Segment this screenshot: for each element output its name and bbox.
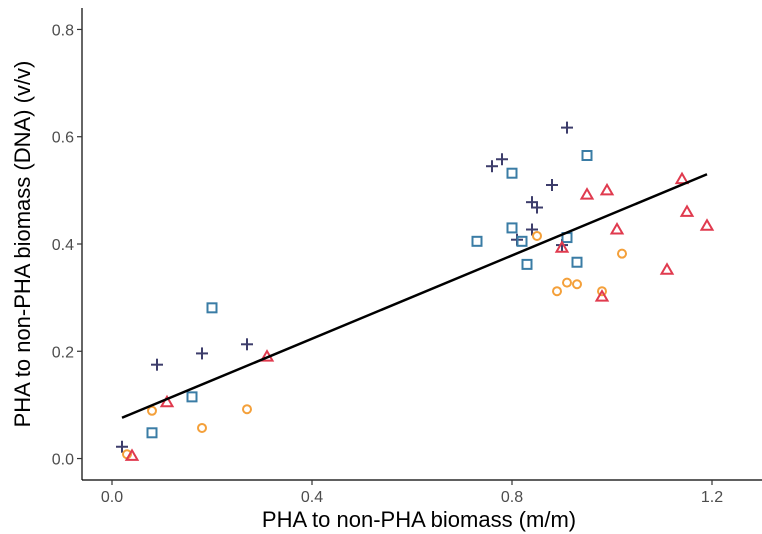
data-point-triangle <box>599 182 615 196</box>
data-point-plus <box>116 440 128 453</box>
y-tick-label: 0.4 <box>52 237 74 254</box>
data-point-square <box>506 167 518 179</box>
data-point-circle <box>197 422 207 433</box>
data-point-square <box>206 302 218 314</box>
x-tick-label: 0.4 <box>301 489 323 506</box>
data-point-plus <box>526 223 538 236</box>
data-point-plus <box>151 358 163 371</box>
y-tick-label: 0.8 <box>52 22 74 39</box>
y-axis-ticks: 0.0 0.2 0.4 0.6 0.8 <box>52 22 82 469</box>
x-axis-ticks: 0.0 0.4 0.8 1.2 <box>101 480 723 506</box>
data-point-triangle <box>594 289 610 302</box>
data-point-square <box>571 256 583 268</box>
x-tick-label: 0.0 <box>101 489 123 506</box>
data-point-square <box>506 222 518 234</box>
data-point-plus <box>531 201 543 214</box>
data-point-circle <box>552 286 562 297</box>
data-point-triangle <box>679 204 695 217</box>
data-point-square <box>581 150 593 161</box>
data-point-plus <box>546 179 558 191</box>
data-point-circle <box>597 286 607 297</box>
data-point-square <box>146 427 158 439</box>
y-tick-label: 0.6 <box>52 130 74 147</box>
data-point-triangle <box>674 171 690 185</box>
data-point-circle <box>532 230 542 241</box>
data-point-triangle <box>659 262 675 275</box>
data-point-circle <box>572 279 582 290</box>
data-point-plus <box>496 153 508 166</box>
data-point-circle <box>562 277 572 288</box>
data-point-square <box>471 235 483 247</box>
data-point-triangle <box>609 222 625 235</box>
data-point-plus <box>241 338 253 351</box>
data-point-square <box>521 258 533 270</box>
data-point-triangle <box>579 187 595 200</box>
data-point-plus <box>561 121 573 134</box>
data-point-triangle <box>124 448 140 461</box>
y-tick-label: 0.0 <box>52 452 74 469</box>
x-tick-label: 0.8 <box>501 489 523 506</box>
y-axis-title: PHA to non-PHA biomass (DNA) (v/v) <box>10 61 35 428</box>
data-point-plus <box>196 347 208 360</box>
data-point-circle <box>147 405 157 416</box>
data-point-triangle <box>554 240 570 253</box>
regression-line <box>121 173 708 419</box>
data-point-circle <box>242 404 252 415</box>
data-point-plus <box>486 160 498 173</box>
y-tick-label: 0.2 <box>52 344 74 361</box>
data-point-square <box>186 391 198 403</box>
plot-area <box>116 121 715 461</box>
data-point-square <box>516 235 528 247</box>
data-point-triangle <box>699 218 715 231</box>
x-tick-label: 1.2 <box>701 489 723 506</box>
data-point-circle <box>617 248 627 259</box>
x-axis-title: PHA to non-PHA biomass (m/m) <box>262 507 576 532</box>
